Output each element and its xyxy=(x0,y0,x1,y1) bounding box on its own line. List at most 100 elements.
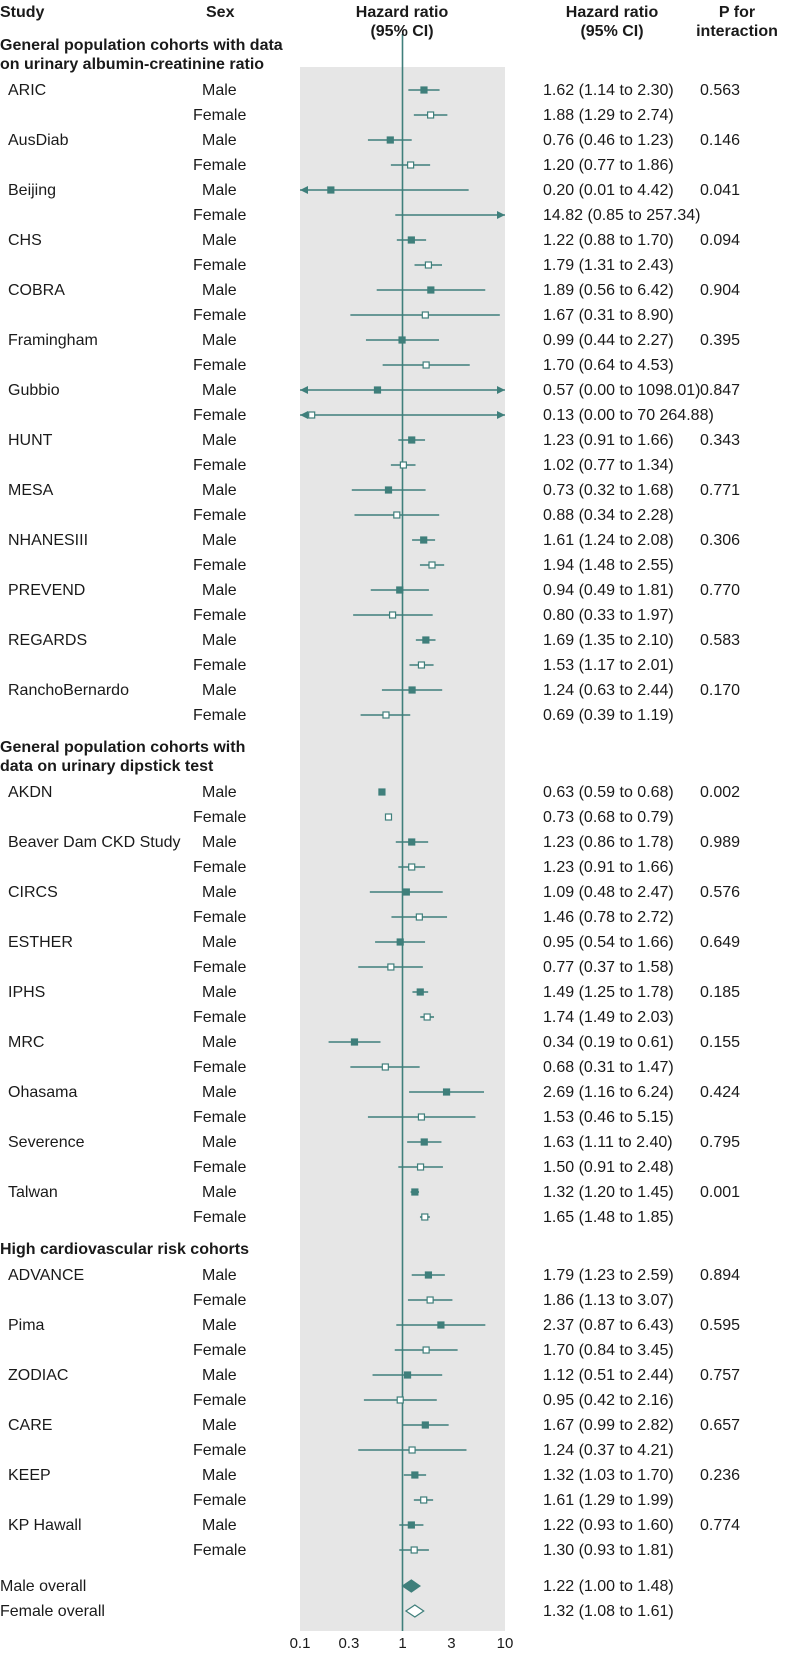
study-name: Talwan xyxy=(8,1184,58,1201)
sex-male: Male xyxy=(202,582,237,599)
point-male xyxy=(420,1138,428,1146)
hazard-ratio-ci: 0.57 (0.00 to 1098.01) xyxy=(543,382,700,399)
sex-male: Male xyxy=(202,532,237,549)
sex-female: Female xyxy=(193,307,246,324)
overall-label-female: Female overall xyxy=(0,1603,105,1620)
point-female xyxy=(381,1063,389,1071)
study-name: ESTHER xyxy=(8,934,73,951)
p-interaction: 0.770 xyxy=(700,582,740,599)
point-male xyxy=(407,1521,415,1529)
point-female xyxy=(399,461,407,469)
p-interaction: 0.657 xyxy=(700,1417,740,1434)
hazard-ratio-ci: 0.94 (0.49 to 1.81) xyxy=(543,582,674,599)
header-p-interaction: P for xyxy=(719,4,755,21)
p-interaction: 0.002 xyxy=(700,784,740,801)
p-interaction: 0.236 xyxy=(700,1467,740,1484)
section-title: data on urinary dipstick test xyxy=(0,758,214,775)
hazard-ratio-ci: 1.79 (1.23 to 2.59) xyxy=(543,1267,674,1284)
marks-group xyxy=(300,86,505,1618)
point-male xyxy=(416,988,424,996)
study-name: Beijing xyxy=(8,182,56,199)
truncation-arrow xyxy=(300,386,308,394)
p-interaction: 0.649 xyxy=(700,934,740,951)
hazard-ratio-ci: 1.63 (1.11 to 2.40) xyxy=(543,1134,673,1151)
hazard-ratio-ci: 1.88 (1.29 to 2.74) xyxy=(543,107,674,124)
study-name: ZODIAC xyxy=(8,1367,68,1384)
header-study: Study xyxy=(0,4,45,21)
point-female xyxy=(428,561,436,569)
sex-male: Male xyxy=(202,232,237,249)
hazard-ratio-ci: 0.76 (0.46 to 1.23) xyxy=(543,132,674,149)
study-name: PREVEND xyxy=(8,582,85,599)
point-male xyxy=(420,86,428,94)
hazard-ratio-ci: 0.63 (0.59 to 0.68) xyxy=(543,784,674,801)
hazard-ratio-ci: 1.65 (1.48 to 1.85) xyxy=(543,1209,674,1226)
sex-male: Male xyxy=(202,182,237,199)
p-interaction: 0.904 xyxy=(700,282,740,299)
hazard-ratio-ci: 1.09 (0.48 to 2.47) xyxy=(543,884,674,901)
section-title: General population cohorts with xyxy=(0,739,245,756)
study-name: Severence xyxy=(8,1134,85,1151)
hazard-ratio-ci: 0.34 (0.19 to 0.61) xyxy=(543,1034,674,1051)
hazard-ratio-ci: 1.32 (1.03 to 1.70) xyxy=(543,1467,674,1484)
hazard-ratio-ci: 1.30 (0.93 to 1.81) xyxy=(543,1542,674,1559)
study-name: ADVANCE xyxy=(8,1267,84,1284)
hazard-ratio-ci: 1.23 (0.91 to 1.66) xyxy=(543,432,674,449)
study-name: MRC xyxy=(8,1034,44,1051)
sex-female: Female xyxy=(193,157,246,174)
study-name: Gubbio xyxy=(8,382,60,399)
point-female xyxy=(426,1296,434,1304)
hazard-ratio-ci: 1.53 (0.46 to 5.15) xyxy=(543,1109,674,1126)
header-ci: Hazard ratio xyxy=(566,4,659,21)
sex-male: Male xyxy=(202,1367,237,1384)
point-male xyxy=(437,1321,445,1329)
point-male xyxy=(420,536,428,544)
point-male xyxy=(411,1471,419,1479)
sex-male: Male xyxy=(202,1184,237,1201)
header-plot: Hazard ratio xyxy=(356,4,449,21)
hazard-ratio-ci: 1.70 (0.64 to 4.53) xyxy=(543,357,674,374)
point-male xyxy=(408,686,416,694)
sex-female: Female xyxy=(193,607,246,624)
sex-female: Female xyxy=(193,1159,246,1176)
hazard-ratio-ci: 1.22 (0.88 to 1.70) xyxy=(543,232,674,249)
p-interaction: 0.847 xyxy=(700,382,740,399)
truncation-arrow xyxy=(497,211,505,219)
truncation-arrow xyxy=(497,411,505,419)
study-name: HUNT xyxy=(8,432,53,449)
hazard-ratio-ci: 1.67 (0.31 to 8.90) xyxy=(543,307,674,324)
sex-female: Female xyxy=(193,407,246,424)
sex-female: Female xyxy=(193,707,246,724)
hazard-ratio-ci: 1.70 (0.84 to 3.45) xyxy=(543,1342,674,1359)
overall-diamond-female xyxy=(404,1604,425,1618)
point-female xyxy=(416,1163,425,1171)
sex-female: Female xyxy=(193,1492,246,1509)
point-male xyxy=(402,888,410,896)
truncation-arrow xyxy=(300,411,308,419)
sex-female: Female xyxy=(193,457,246,474)
truncation-arrow xyxy=(497,386,505,394)
x-tick-label: 0.1 xyxy=(290,1635,311,1652)
study-name: ARIC xyxy=(8,82,46,99)
point-male xyxy=(384,486,393,494)
header-sex: Sex xyxy=(206,4,235,21)
point-male xyxy=(398,336,406,344)
study-name: Ohasama xyxy=(8,1084,77,1101)
p-interaction: 0.424 xyxy=(700,1084,740,1101)
hazard-ratio-ci: 1.94 (1.48 to 2.55) xyxy=(543,557,674,574)
sex-male: Male xyxy=(202,332,237,349)
study-name: RanchoBernardo xyxy=(8,682,129,699)
point-male xyxy=(427,286,435,294)
point-female xyxy=(384,813,393,821)
hazard-ratio-ci: 1.24 (0.63 to 2.44) xyxy=(543,682,674,699)
study-name: CIRCS xyxy=(8,884,58,901)
point-female xyxy=(420,1496,428,1504)
sex-female: Female xyxy=(193,909,246,926)
sex-female: Female xyxy=(193,107,246,124)
hazard-ratio-ci: 0.88 (0.34 to 2.28) xyxy=(543,507,674,524)
study-name: Pima xyxy=(8,1317,45,1334)
point-male xyxy=(386,136,394,144)
point-male xyxy=(407,236,415,244)
sex-male: Male xyxy=(202,984,237,1001)
overall-label-male: Male overall xyxy=(0,1578,86,1595)
